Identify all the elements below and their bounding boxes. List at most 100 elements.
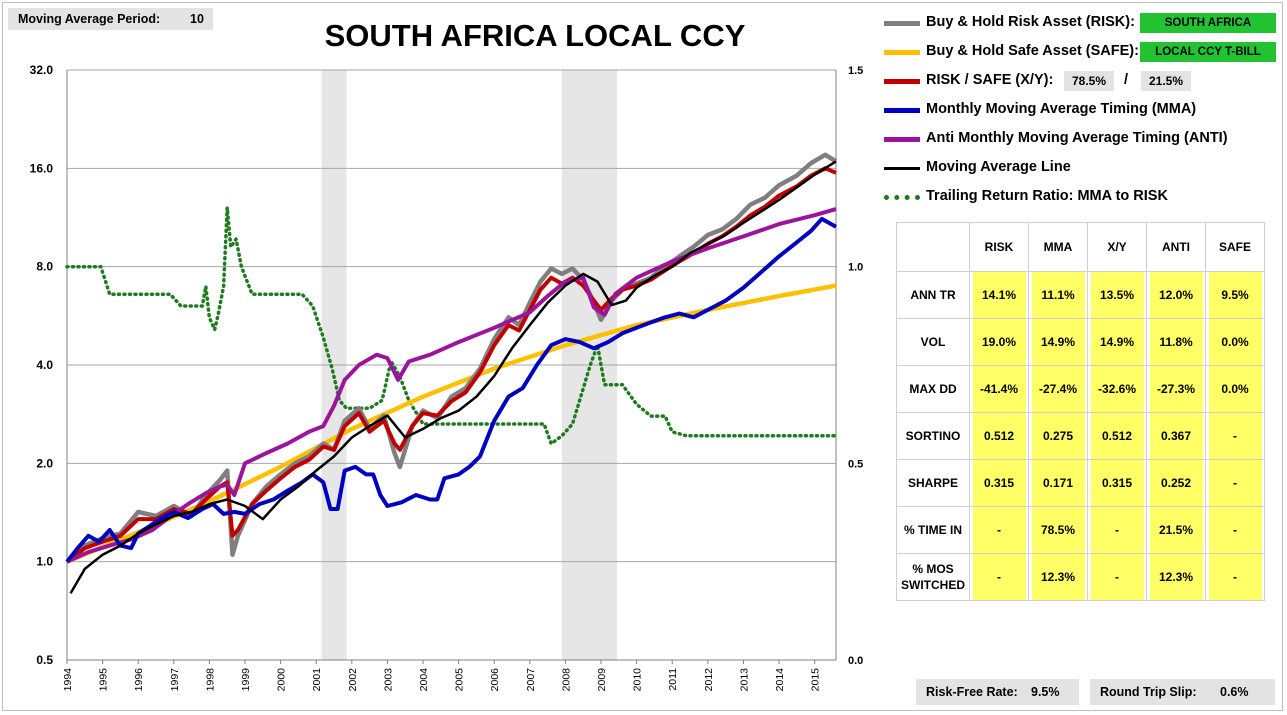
stats-cell: 12.0% [1149, 272, 1203, 318]
stats-cell: -41.4% [972, 366, 1026, 412]
stats-cell: 78.5% [1031, 507, 1085, 553]
stats-cell: - [1208, 460, 1262, 506]
stats-row-label: VOL [896, 318, 970, 366]
stats-col-risk: RISK [969, 222, 1029, 272]
x-tick-label: 2004 [418, 668, 430, 692]
stats-row-label: SORTINO [896, 412, 970, 460]
x-tick-label: 1994 [62, 668, 74, 692]
legend-anti-label: Anti Monthly Moving Average Timing (ANTI… [926, 130, 1228, 146]
y2-tick-label: 1.0 [848, 262, 863, 274]
x-tick-label: 1995 [98, 668, 110, 692]
x-tick-label: 2001 [311, 668, 323, 692]
x-tick-label: 2015 [810, 668, 822, 692]
risk-asset-tag: SOUTH AFRICA [1140, 13, 1276, 33]
legend-mma-swatch [884, 108, 920, 113]
stats-row-label-line1: % MOS [912, 562, 954, 576]
legend-xy-swatch [884, 79, 920, 84]
stats-row-label: ANN TR [896, 271, 970, 319]
x-tick-label: 2007 [525, 668, 537, 692]
stats-row-ann-tr: ANN TR 14.1% 11.1% 13.5% 12.0% 9.5% [896, 271, 1265, 319]
performance-chart: 0.5 1.0 2.0 4.0 8.0 16.0 32.0 0.0 0.5 1.0 1.5 1994 1… [30, 63, 864, 692]
stats-cell: - [1208, 413, 1262, 459]
x-tick-label: 2011 [667, 668, 679, 691]
stats-row-mos-switched: % MOS SWITCHED - 12.3% - 12.3% - [896, 553, 1265, 601]
x-tick-label: 2012 [703, 668, 715, 692]
x-tick-label: 2006 [489, 668, 501, 692]
stats-row-sortino: SORTINO 0.512 0.275 0.512 0.367 - [896, 412, 1265, 460]
xy-risk-pct: 78.5% [1064, 71, 1114, 91]
stats-col-xy: X/Y [1087, 222, 1147, 272]
stats-row-label: SHARPE [896, 459, 970, 507]
xy-safe-pct: 21.5% [1141, 71, 1191, 91]
x-tick-label: 2005 [454, 668, 466, 692]
stats-cell: 21.5% [1149, 507, 1203, 553]
y-tick-label: 1.0 [36, 555, 53, 569]
stats-cell: -27.3% [1149, 366, 1203, 412]
stats-cell: 9.5% [1208, 272, 1262, 318]
stats-cell: - [972, 554, 1026, 600]
stats-cell: 14.1% [972, 272, 1026, 318]
series-anti-line [66, 207, 837, 564]
y-tick-label: 2.0 [36, 456, 53, 470]
x-tick-label: 1998 [204, 668, 216, 692]
x-tick-label: 1999 [240, 668, 252, 692]
stats-cell: 0.315 [1090, 460, 1144, 506]
legend-ma-line-label: Moving Average Line [926, 159, 1071, 175]
stats-cell: - [1090, 554, 1144, 600]
stats-cell: 0.0% [1208, 319, 1262, 365]
y-tick-label: 16.0 [30, 161, 54, 175]
stats-table: RISK MMA X/Y ANTI SAFE ANN TR 14.1% 11.1… [896, 222, 1265, 601]
y2-tick-label: 0.5 [848, 458, 863, 470]
x-tick-label: 2014 [774, 668, 786, 692]
risk-free-rate-label: Risk-Free Rate: [926, 685, 1018, 699]
stats-cell: 0.512 [972, 413, 1026, 459]
stats-cell: 0.315 [972, 460, 1026, 506]
round-trip-slip-value: 0.6% [1220, 685, 1249, 699]
stats-cell: - [1208, 507, 1262, 553]
stats-cell: 11.8% [1149, 319, 1203, 365]
risk-free-rate-box: Risk-Free Rate: 9.5% [916, 679, 1079, 705]
safe-asset-tag: LOCAL CCY T-BILL [1140, 42, 1276, 62]
x-tick-label: 1997 [169, 668, 181, 692]
series-moving-average-line-line [69, 160, 837, 594]
stats-col-mma: MMA [1028, 222, 1088, 272]
stats-cell: 11.1% [1031, 272, 1085, 318]
stats-row-time-in: % TIME IN - 78.5% - 21.5% - [896, 506, 1265, 554]
stats-cell: 19.0% [972, 319, 1026, 365]
stats-header-row: RISK MMA X/Y ANTI SAFE [896, 222, 1265, 272]
stats-row-label: % MOS SWITCHED [896, 553, 970, 601]
legend-mma-label: Monthly Moving Average Timing (MMA) [926, 101, 1197, 117]
stats-col-anti: ANTI [1146, 222, 1206, 272]
legend-safe-label: Buy & Hold Safe Asset (SAFE): [926, 43, 1139, 59]
stats-cell: 0.252 [1149, 460, 1203, 506]
x-tick-label: 2009 [596, 668, 608, 692]
moving-average-period-label: Moving Average Period: [18, 12, 161, 26]
x-tick-label: 2010 [632, 668, 644, 692]
x-tick-label: 2008 [560, 668, 572, 692]
stats-row-label: % TIME IN [896, 506, 970, 554]
stats-col-safe: SAFE [1205, 222, 1265, 272]
stats-cell: 14.9% [1090, 319, 1144, 365]
legend-safe-swatch [884, 50, 920, 55]
stats-row-label: MAX DD [896, 365, 970, 413]
x-tick-label: 1996 [133, 668, 145, 692]
stats-row-vol: VOL 19.0% 14.9% 14.9% 11.8% 0.0% [896, 318, 1265, 366]
legend-ratio-swatch [884, 195, 920, 200]
stats-row-max-dd: MAX DD -41.4% -27.4% -32.6% -27.3% 0.0% [896, 365, 1265, 413]
legend-risk-label: Buy & Hold Risk Asset (RISK): [926, 14, 1135, 30]
stats-cell: 12.3% [1149, 554, 1203, 600]
legend-ratio-label: Trailing Return Ratio: MMA to RISK [926, 188, 1168, 204]
x-tick-label: 2013 [738, 668, 750, 692]
legend-risk-swatch [884, 21, 920, 26]
stats-row-sharpe: SHARPE 0.315 0.171 0.315 0.252 - [896, 459, 1265, 507]
y2-tick-label: 1.5 [848, 65, 863, 77]
round-trip-slip-box: Round Trip Slip: 0.6% [1090, 679, 1275, 705]
stats-cell: - [1208, 554, 1262, 600]
legend-xy-label: RISK / SAFE (X/Y): [926, 72, 1054, 88]
legend-anti-swatch [884, 137, 920, 142]
legend-ma-line-swatch [884, 167, 920, 170]
moving-average-period-box: Moving Average Period: 10 [8, 8, 213, 30]
y-tick-label: 0.5 [36, 653, 53, 667]
stats-cell: 14.9% [1031, 319, 1085, 365]
